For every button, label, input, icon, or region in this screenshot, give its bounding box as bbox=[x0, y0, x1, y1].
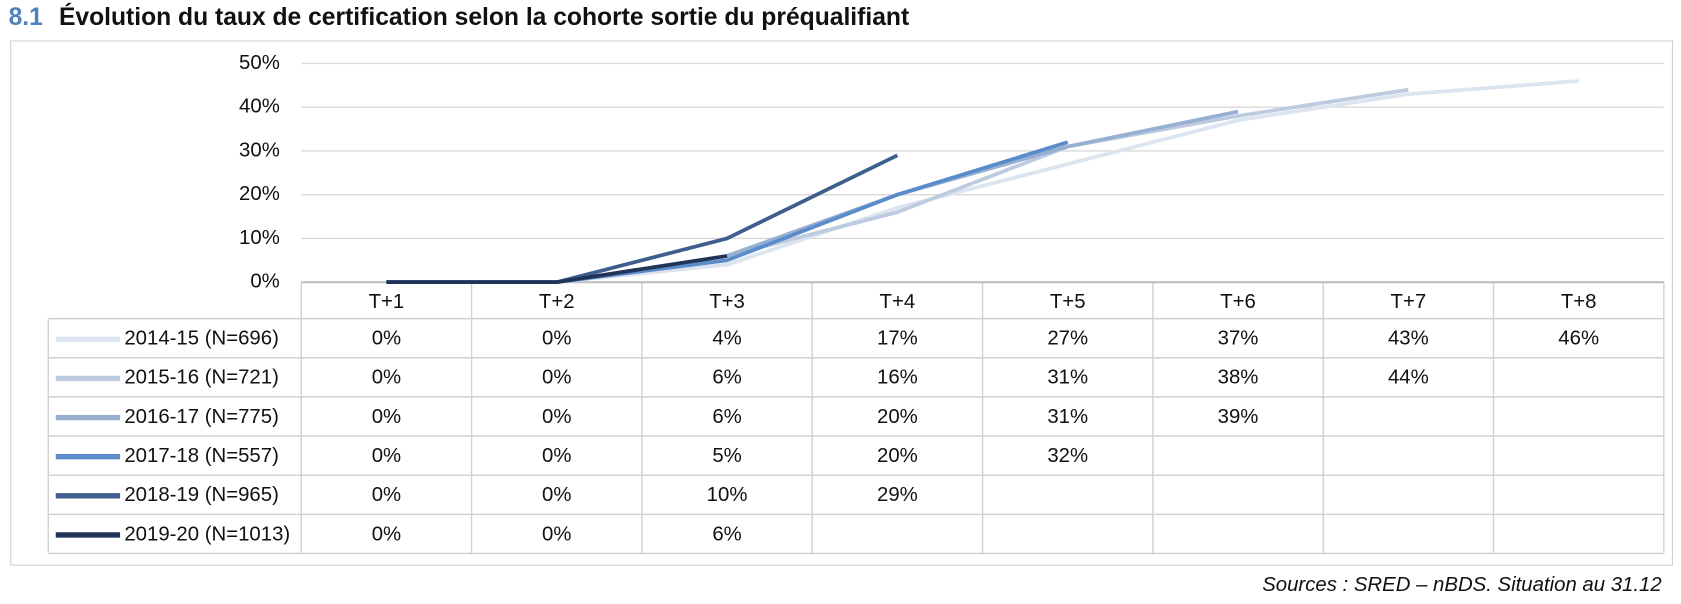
data-label: 20% bbox=[877, 406, 918, 428]
data-label: 27% bbox=[1047, 328, 1088, 350]
data-label: 0% bbox=[542, 445, 571, 467]
data-label: 6% bbox=[712, 523, 741, 545]
legend-label: 2019-20 (N=1013) bbox=[124, 523, 290, 545]
data-label: 0% bbox=[372, 367, 401, 389]
data-label: 39% bbox=[1218, 406, 1259, 428]
data-label: 0% bbox=[372, 328, 401, 350]
data-label: 0% bbox=[542, 367, 571, 389]
x-tick-label: T+7 bbox=[1391, 291, 1427, 313]
legend-label: 2018-19 (N=965) bbox=[124, 484, 278, 506]
x-tick-label: T+4 bbox=[880, 291, 916, 313]
y-tick-label: 0% bbox=[250, 271, 279, 293]
data-label: 46% bbox=[1558, 328, 1599, 350]
data-label: 32% bbox=[1047, 445, 1088, 467]
x-tick-label: T+8 bbox=[1561, 291, 1597, 313]
source: Sources : SRED – nBDS. Situation au 31.1… bbox=[1262, 574, 1662, 596]
series-line bbox=[386, 153, 899, 285]
legend-label: 2016-17 (N=775) bbox=[124, 406, 278, 428]
data-label: 31% bbox=[1047, 406, 1088, 428]
data-label: 31% bbox=[1047, 367, 1088, 389]
x-tick-label: T+2 bbox=[539, 291, 575, 313]
data-label: 16% bbox=[877, 367, 918, 389]
data-label: 0% bbox=[542, 484, 571, 506]
data-label: 10% bbox=[707, 484, 748, 506]
data-label: 43% bbox=[1388, 328, 1429, 350]
data-label: 0% bbox=[372, 445, 401, 467]
x-tick-label: T+6 bbox=[1220, 291, 1256, 313]
y-tick-label: 10% bbox=[239, 227, 280, 249]
data-label: 37% bbox=[1218, 328, 1259, 350]
chart-number: 8.1 bbox=[9, 4, 44, 31]
data-label: 4% bbox=[712, 328, 741, 350]
chart-frame bbox=[10, 40, 1673, 566]
legend-label: 2014-15 (N=696) bbox=[124, 328, 278, 350]
data-label: 0% bbox=[372, 523, 401, 545]
y-tick-label: 50% bbox=[239, 52, 280, 74]
series-line bbox=[386, 140, 1069, 285]
x-tick-label: T+3 bbox=[709, 291, 745, 313]
series-line bbox=[386, 79, 1579, 285]
y-tick-label: 40% bbox=[239, 96, 280, 118]
data-label: 6% bbox=[712, 367, 741, 389]
data-label: 29% bbox=[877, 484, 918, 506]
data-label: 20% bbox=[877, 445, 918, 467]
data-label: 0% bbox=[542, 328, 571, 350]
y-tick-label: 30% bbox=[239, 139, 280, 161]
chart-title: Évolution du taux de certification selon… bbox=[59, 3, 909, 31]
data-label: 17% bbox=[877, 328, 918, 350]
data-label: 0% bbox=[372, 484, 401, 506]
series-line bbox=[386, 254, 728, 285]
data-label: 5% bbox=[712, 445, 741, 467]
data-label: 0% bbox=[542, 523, 571, 545]
legend-label: 2017-18 (N=557) bbox=[124, 445, 278, 467]
data-label: 0% bbox=[542, 406, 571, 428]
x-tick-label: T+5 bbox=[1050, 291, 1086, 313]
legend-label: 2015-16 (N=721) bbox=[124, 367, 278, 389]
data-label: 38% bbox=[1218, 367, 1259, 389]
y-tick-label: 20% bbox=[239, 183, 280, 205]
data-label: 6% bbox=[712, 406, 741, 428]
data-label: 44% bbox=[1388, 367, 1429, 389]
x-tick-label: T+1 bbox=[369, 291, 405, 313]
data-label: 0% bbox=[372, 406, 401, 428]
